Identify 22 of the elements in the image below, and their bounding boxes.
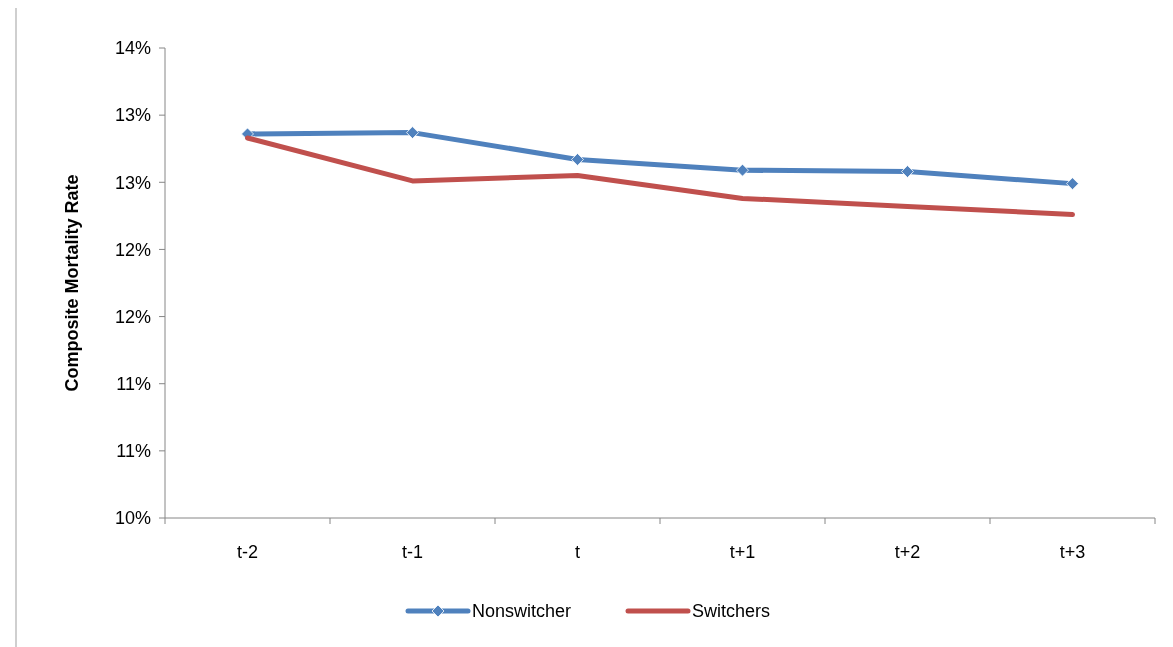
y-tick-label: 10% <box>114 508 151 529</box>
y-tick-label: 14% <box>114 38 151 59</box>
x-tick-label: t <box>574 542 581 562</box>
y-tick-label: 12% <box>114 239 151 260</box>
point <box>571 153 584 166</box>
y-tick-label: 13% <box>114 172 151 193</box>
point <box>1066 177 1079 191</box>
point <box>736 163 749 177</box>
y-axis-title: Composite Mortality Rate <box>62 174 82 392</box>
x-tick-label: t+1 <box>729 542 756 562</box>
point <box>406 126 419 139</box>
x-tick-label: t-2 <box>236 542 259 562</box>
y-tick-label: 12% <box>114 306 151 327</box>
y-tick-label: 11% <box>116 374 151 395</box>
x-tick-label: t-1 <box>401 542 424 562</box>
y-tick-label: 11% <box>116 441 151 462</box>
y-tick-label: 13% <box>114 105 151 126</box>
legend-label: Switchers <box>692 601 771 622</box>
x-tick-label: t+2 <box>894 542 921 562</box>
x-tick-label: t+3 <box>1059 542 1086 562</box>
legend-label: Nonswitcher <box>472 601 572 622</box>
point <box>901 165 914 178</box>
